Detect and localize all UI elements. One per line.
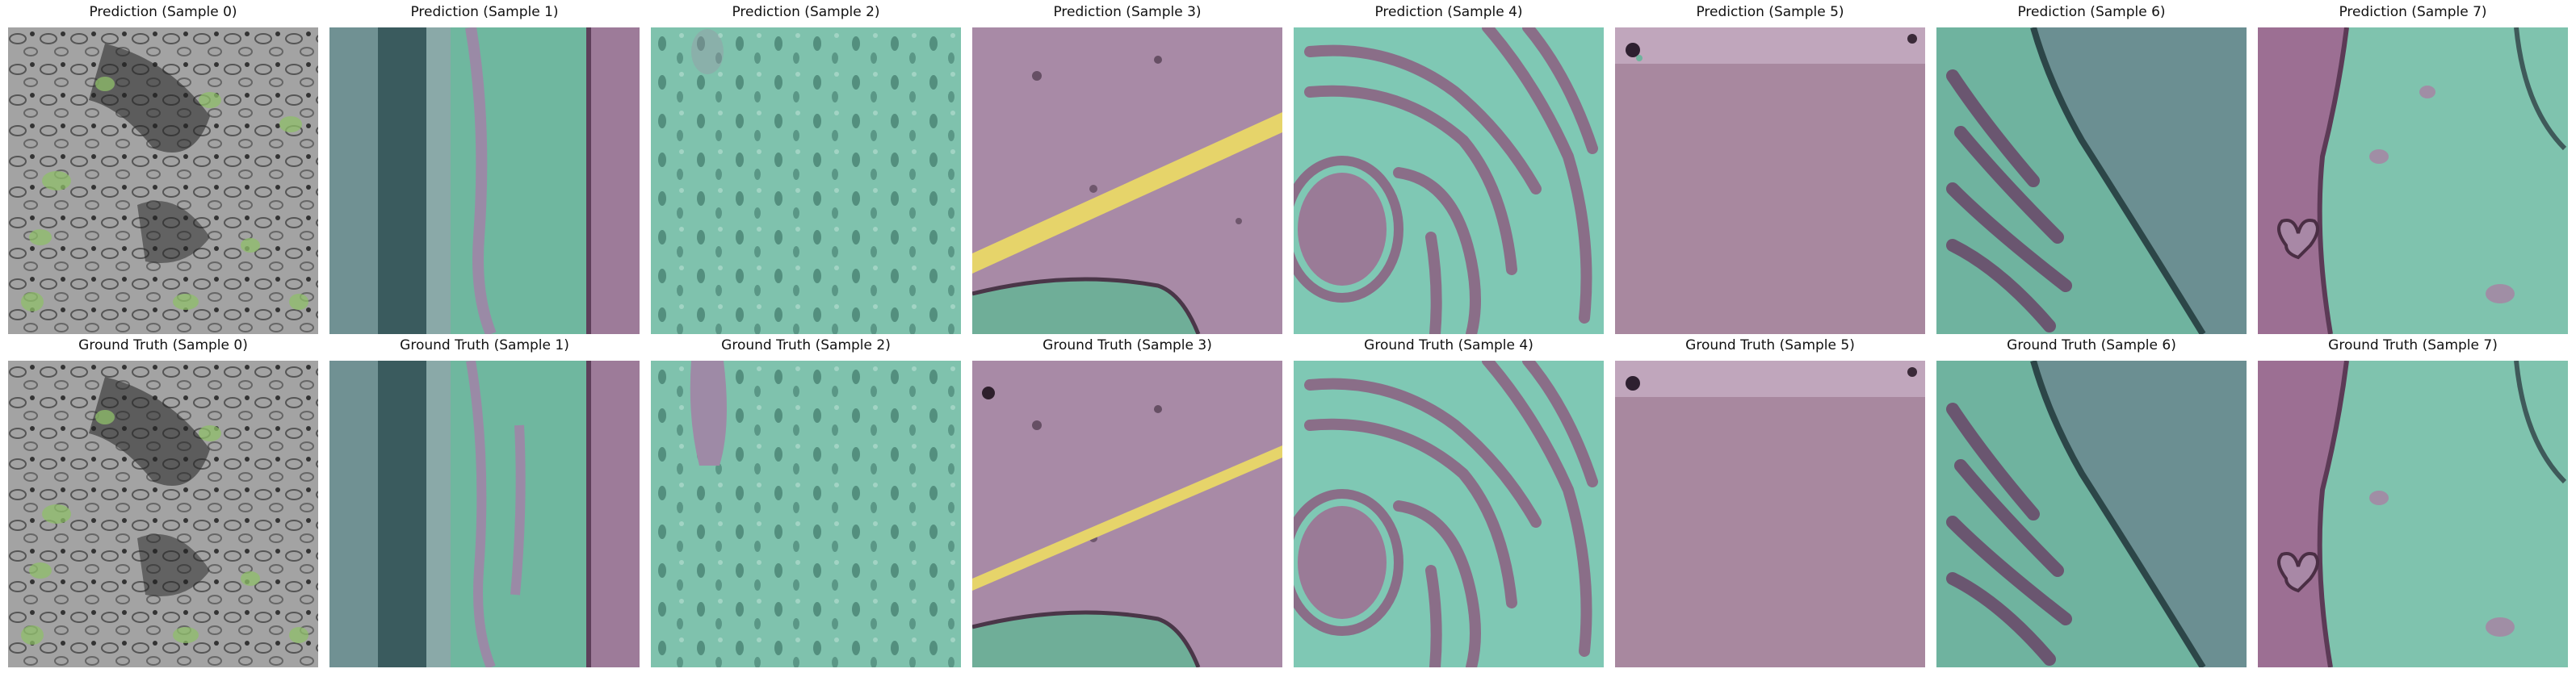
panel-title: Ground Truth (Sample 7) [2328,337,2498,353]
panel-title: Prediction (Sample 1) [410,4,559,20]
image-tile [2258,361,2568,667]
tile-sample-2 [651,361,961,667]
image-tile [1936,361,2247,667]
image-tile [8,27,318,334]
image-tile [1615,27,1925,334]
image-tile [8,361,318,667]
tile-sample-1 [329,361,640,667]
tile-sample-2 [651,27,961,334]
tile-sample-4 [1294,27,1604,334]
panel-title: Ground Truth (Sample 3) [1043,337,1212,353]
panel-title: Prediction (Sample 3) [1053,4,1202,20]
tile-sample-5 [1615,361,1925,667]
image-tile [2258,27,2568,334]
panel-title: Ground Truth (Sample 0) [78,337,248,353]
image-tile [972,361,1282,667]
image-tile [329,361,640,667]
panel-title: Prediction (Sample 4) [1374,4,1523,20]
tile-sample-3 [972,361,1282,667]
tile-sample-7 [2258,361,2568,667]
tile-sample-4 [1294,361,1604,667]
panel-title: Ground Truth (Sample 1) [400,337,569,353]
panel-title: Ground Truth (Sample 4) [1364,337,1533,353]
panel-title: Ground Truth (Sample 5) [1685,337,1855,353]
tile-sample-6 [1936,361,2247,667]
image-tile [1615,361,1925,667]
image-tile [1936,27,2247,334]
image-tile [651,27,961,334]
tile-sample-0 [8,27,318,334]
image-tile [329,27,640,334]
panel-title: Prediction (Sample 5) [1696,4,1844,20]
tile-sample-3 [972,27,1282,334]
panel-title: Ground Truth (Sample 6) [2007,337,2176,353]
panel-title: Prediction (Sample 2) [732,4,880,20]
panel-title: Prediction (Sample 6) [2017,4,2166,20]
tile-sample-6 [1936,27,2247,334]
tile-sample-5 [1615,27,1925,334]
tile-sample-7 [2258,27,2568,334]
image-tile [651,361,961,667]
panel-title: Prediction (Sample 7) [2339,4,2487,20]
panel-title: Ground Truth (Sample 2) [721,337,891,353]
image-tile [972,27,1282,334]
panel-title: Prediction (Sample 0) [89,4,237,20]
image-tile [1294,361,1604,667]
image-tile [1294,27,1604,334]
tile-sample-1 [329,27,640,334]
tile-sample-0 [8,361,318,667]
